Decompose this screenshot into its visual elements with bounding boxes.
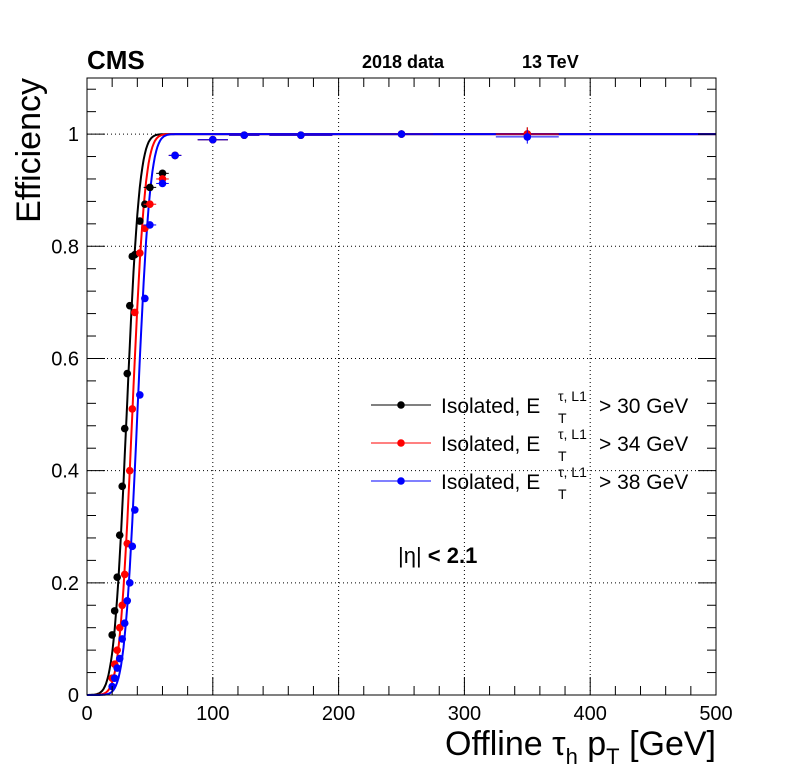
y-tick-label: 0.6: [51, 348, 79, 370]
data-point-series-1: [120, 424, 129, 433]
legend-marker-1: [397, 401, 405, 409]
data-point-series-1: [146, 183, 154, 192]
data-point-series-3: [136, 391, 144, 399]
data-point-series-3: [141, 294, 149, 303]
data-point-series-2: [131, 308, 139, 317]
data-point-series-3: [158, 179, 167, 188]
tick-labels: 0 100 200 300 400 500 0 0.2 0.4 0.6 0.8 1: [51, 124, 733, 725]
dataset-label: 2018 data: [362, 52, 445, 72]
legend-marker-2: [397, 439, 405, 447]
data-point-series-2: [118, 601, 127, 610]
x-tick-label: 200: [322, 703, 355, 725]
y-axis-title: Efficiency: [10, 78, 48, 223]
y-tick-label: 0.4: [51, 461, 79, 483]
data-point-series-3: [110, 674, 119, 682]
data-point-series-1: [118, 482, 127, 491]
data-point-series-3: [118, 635, 127, 643]
data-point-series-3: [146, 221, 154, 229]
data-point-series-1: [158, 169, 167, 178]
data-point-series-1: [125, 301, 134, 310]
x-tick-label: 400: [574, 703, 607, 725]
x-tick-label: 0: [81, 703, 92, 725]
data-point-series-2: [113, 646, 121, 654]
data-point-series-3: [209, 135, 217, 144]
data-point-series-1: [113, 573, 121, 582]
data-point-series-3: [120, 619, 129, 628]
data-point-series-3: [523, 133, 532, 141]
data-point-series-3: [397, 130, 406, 138]
data-point-series-1: [110, 607, 119, 615]
y-tick-label: 0: [68, 685, 79, 707]
data-point-series-1: [108, 631, 116, 639]
data-point-series-3: [171, 151, 179, 160]
data-point-series-3: [297, 131, 305, 140]
data-point-series-3: [123, 596, 132, 605]
x-tick-label: 500: [699, 703, 732, 725]
axis-ticks: [86, 78, 717, 696]
y-tick-label: 0.2: [51, 573, 79, 595]
x-tick-label: 100: [196, 703, 229, 725]
eta-region-label: |η| < 2.1: [398, 543, 477, 568]
data-point-series-2: [115, 623, 124, 632]
data-point-series-2: [125, 466, 134, 475]
data-point-series-1: [115, 531, 124, 539]
data-point-series-3: [125, 579, 134, 587]
data-point-series-3: [240, 131, 249, 140]
data-point-series-1: [123, 369, 132, 378]
data-point-series-2: [120, 570, 129, 579]
energy-label: 13 TeV: [522, 52, 579, 72]
data-point-series-1: [136, 217, 144, 225]
experiment-label: CMS: [87, 45, 145, 75]
x-tick-label: 300: [448, 703, 481, 725]
data-point-series-3: [113, 664, 121, 672]
legend-marker-3: [397, 477, 405, 485]
data-point-series-2: [128, 405, 137, 413]
plot-frame: [86, 77, 717, 696]
y-tick-label: 1: [68, 124, 79, 146]
data-point-series-3: [131, 506, 139, 514]
data-point-series-3: [128, 542, 137, 551]
data-point-series-3: [115, 654, 124, 663]
grid-lines: [87, 78, 716, 695]
x-axis-title: Offline τh pT [GeV]: [445, 725, 716, 769]
data-point-series-2: [146, 200, 154, 209]
data-points: [108, 127, 559, 691]
data-point-series-2: [136, 249, 144, 257]
y-tick-label: 0.8: [51, 236, 79, 258]
